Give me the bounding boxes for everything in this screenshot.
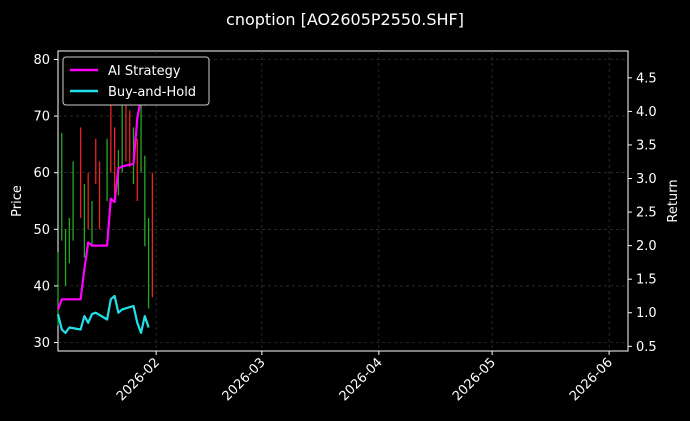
y2-tick-label: 0.5 — [636, 340, 657, 355]
y-tick-label: 40 — [33, 279, 50, 294]
y-tick-label: 60 — [33, 166, 50, 181]
y2-tick-label: 2.5 — [636, 206, 657, 221]
y-tick-label: 70 — [33, 110, 50, 125]
line-series — [56, 81, 150, 334]
x-tick-label: 2026-04 — [337, 355, 386, 404]
x-tick-label: 2026-02 — [114, 355, 163, 404]
x-tick-label: 2026-05 — [450, 355, 499, 404]
x-axis: 2026-02 2026-03 2026-04 2026-05 2026-06 — [114, 351, 616, 404]
y-axis-title: Price — [10, 185, 25, 217]
y-tick-label: 80 — [33, 53, 50, 68]
series-line-buy-and-hold — [56, 294, 150, 334]
legend-box — [62, 56, 210, 106]
legend-label-buy-and-hold: Buy-and-Hold — [108, 85, 196, 100]
y2-tick-label: 1.0 — [636, 306, 657, 321]
y-tick-label: 30 — [33, 336, 50, 351]
y-tick-label: 50 — [33, 223, 50, 238]
x-tick-label: 2026-06 — [567, 355, 616, 404]
y2-tick-label: 3.5 — [636, 138, 657, 153]
y2-tick-label: 4.5 — [636, 71, 657, 86]
legend: AI Strategy Buy-and-Hold — [62, 56, 210, 106]
x-tick-label: 2026-03 — [220, 355, 269, 404]
y-axis-left: 30 40 50 60 70 80 — [33, 53, 58, 351]
y2-tick-label: 2.0 — [636, 239, 657, 254]
y2-tick-label: 4.0 — [636, 105, 657, 120]
y-axis-right: 0.5 1.0 1.5 2.0 2.5 3.0 3.5 4.0 4.5 — [628, 71, 657, 355]
candlestick-series — [57, 87, 154, 326]
y2-tick-label: 3.0 — [636, 172, 657, 187]
chart-title: cnoption [AO2605P2550.SHF] — [226, 10, 464, 29]
y2-axis-title: Return — [666, 179, 681, 222]
legend-label-ai-strategy: AI Strategy — [108, 64, 181, 79]
y2-tick-label: 1.5 — [636, 273, 657, 288]
series-line-ai-strategy — [56, 81, 150, 310]
